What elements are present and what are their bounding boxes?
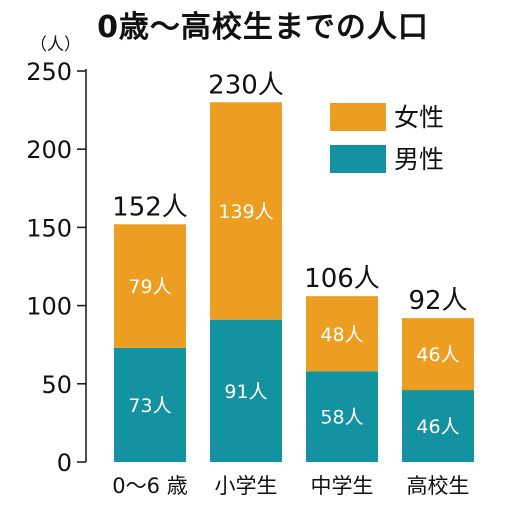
y-tick-label: 150: [26, 214, 72, 242]
bar-total-label: 92人: [408, 286, 467, 316]
bar-segment: [402, 318, 474, 391]
segment-data-label: 139人: [218, 201, 273, 223]
bar-segment: [402, 390, 474, 462]
legend-label: 男性: [394, 145, 444, 174]
x-tick-label: 中学生: [311, 474, 374, 498]
y-tick-label: 200: [26, 136, 72, 164]
bar-total-label: 152人: [112, 192, 188, 222]
segment-data-label: 73人: [128, 395, 171, 417]
y-tick-label: 0: [57, 449, 72, 477]
segment-data-label: 79人: [128, 276, 171, 298]
legend-swatch: [330, 145, 386, 173]
segment-data-label: 58人: [320, 407, 363, 429]
bar-segment: [114, 347, 186, 462]
y-axis: 0 50 100 150 200 250: [26, 58, 87, 477]
legend-swatch: [330, 103, 386, 131]
bar-total-label: 106人: [304, 264, 380, 294]
y-axis-unit: （人）: [30, 35, 81, 55]
segment-data-label: 48人: [320, 324, 363, 346]
bar-segment: [210, 102, 282, 320]
segment-data-label: 46人: [416, 344, 459, 366]
y-tick-label: 50: [41, 371, 72, 399]
segment-data-label: 91人: [224, 381, 267, 403]
bar-segment: [210, 319, 282, 462]
segment-data-label: 46人: [416, 416, 459, 438]
x-tick-label: 高校生: [407, 474, 470, 498]
chart-title: 0歳〜高校生までの人口: [97, 10, 429, 45]
y-tick-label: 100: [26, 293, 72, 321]
y-tick-label: 250: [26, 58, 72, 86]
bar-total-label: 230人: [208, 70, 284, 100]
bar-segment: [114, 224, 186, 348]
bar-segment: [306, 371, 378, 462]
legend-label: 女性: [394, 103, 444, 132]
x-tick-label: 0〜6 歳: [112, 474, 187, 498]
bar-segment: [306, 296, 378, 372]
x-tick-label: 小学生: [215, 474, 278, 498]
